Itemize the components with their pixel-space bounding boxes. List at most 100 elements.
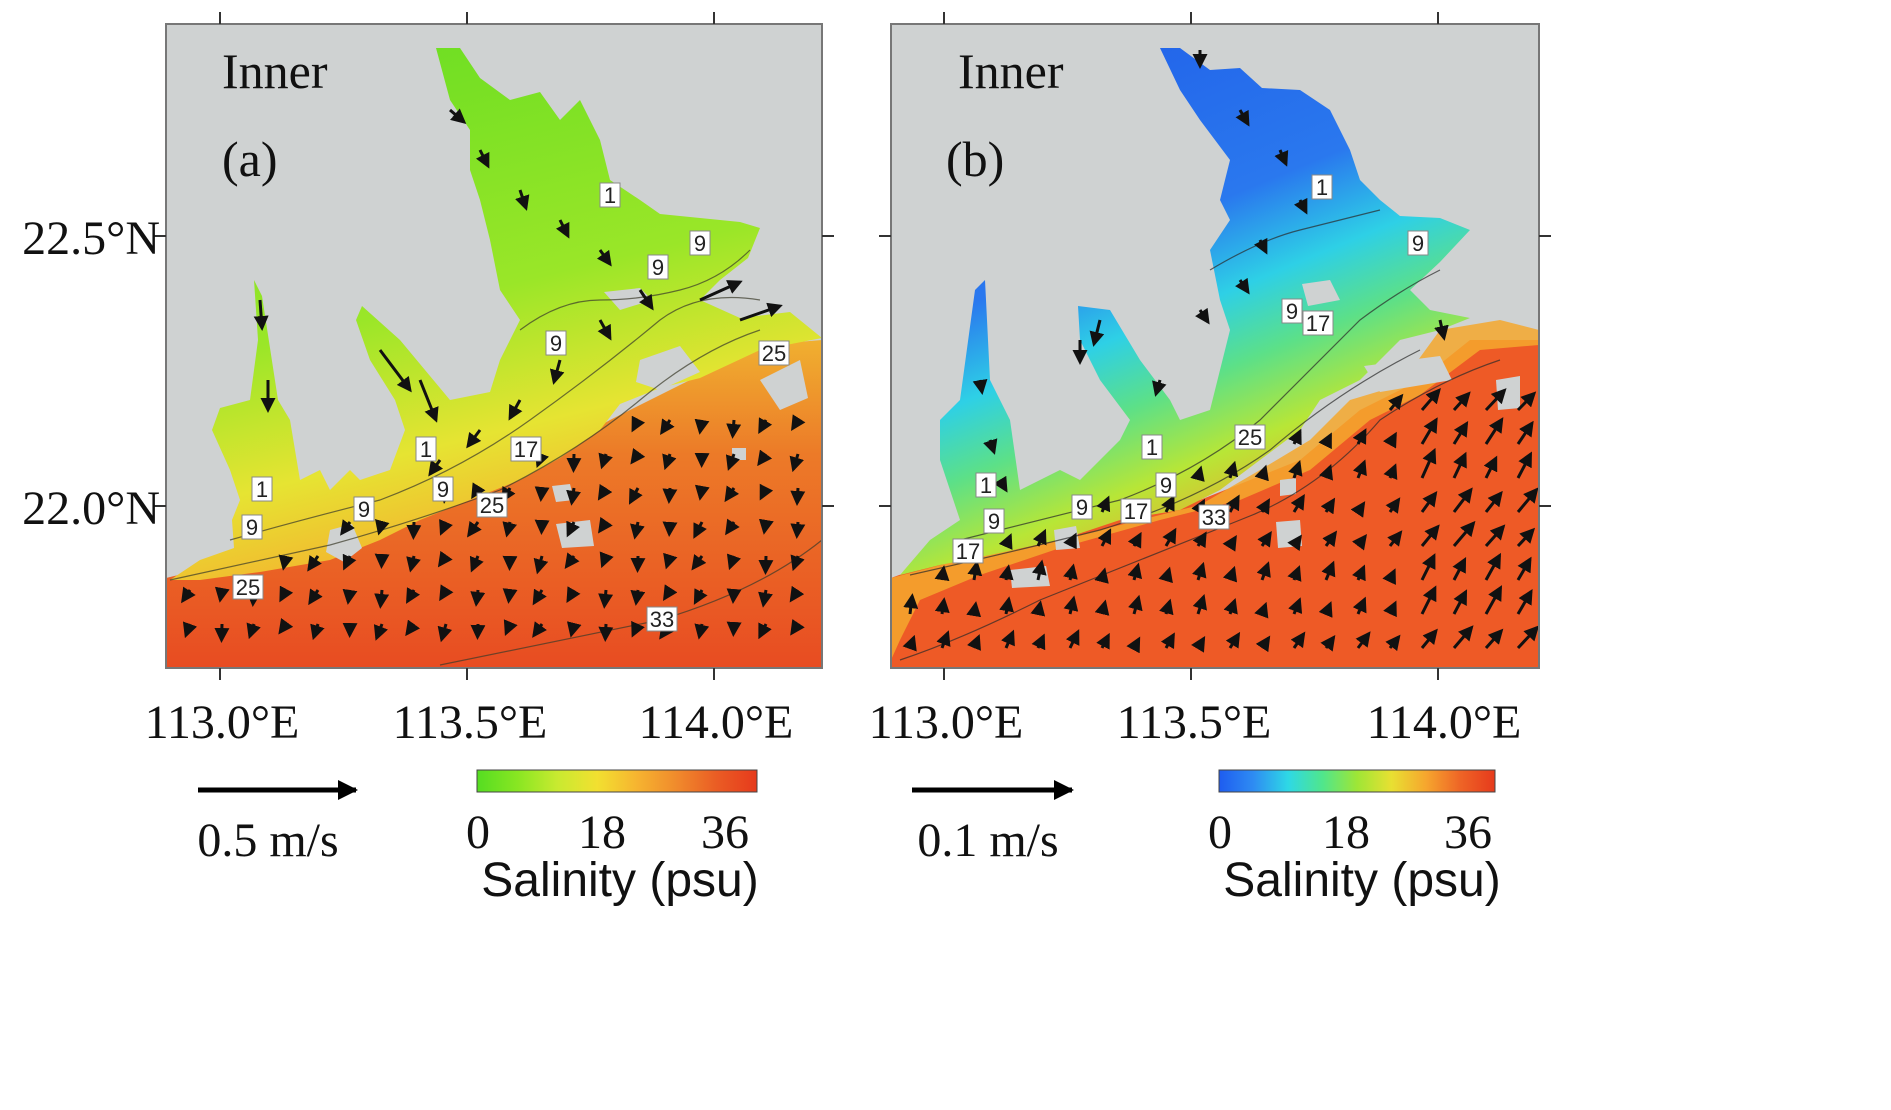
current-vector-arrow (983, 438, 998, 455)
current-vector-arrow (1089, 319, 1105, 347)
current-vector-arrow (1452, 625, 1474, 649)
contour-label-box (432, 476, 454, 502)
current-vector-arrow (998, 533, 1013, 550)
current-vector-arrow (378, 349, 412, 393)
current-vector-arrow (725, 518, 740, 536)
current-vector-arrow (406, 587, 420, 604)
current-vector-arrow (631, 415, 646, 433)
current-vector-arrow (1094, 599, 1110, 616)
current-vector-arrow (1484, 628, 1504, 649)
current-vector-arrow (1484, 490, 1503, 513)
current-vector-arrow (662, 521, 678, 537)
contour-label: 17 (956, 539, 980, 564)
contour-label: 25 (236, 575, 260, 600)
contour-label-box (241, 514, 263, 540)
current-vector-arrow (182, 621, 198, 639)
current-vector-arrow (1420, 553, 1436, 581)
current-vector-arrow (739, 302, 783, 322)
current-vector-arrow (405, 619, 421, 637)
current-vector-arrow (598, 623, 614, 642)
current-vector-arrow (278, 617, 294, 635)
current-vector-arrow (1127, 531, 1142, 549)
current-vector-arrow (508, 399, 523, 421)
current-vector-arrow (726, 588, 742, 604)
map-frame-a (165, 23, 823, 669)
current-vector-arrow (1195, 307, 1210, 325)
island-b-3 (1364, 356, 1452, 392)
current-vector-arrow (1254, 601, 1269, 619)
estuary-water-a (170, 48, 822, 580)
contour-label-box (545, 330, 567, 356)
current-vector-arrow (418, 379, 439, 423)
colorbar-title-b: Salinity (psu) (1223, 854, 1500, 907)
current-vector-arrow (759, 483, 774, 501)
contour-label: 1 (1316, 175, 1328, 200)
current-vector-arrow (1256, 561, 1271, 581)
current-vector-arrow (1516, 451, 1532, 479)
panel-label-b: (b) (946, 131, 1004, 187)
current-vector-arrow (726, 419, 742, 439)
current-vector-arrow (181, 586, 196, 604)
current-vector-arrow (1235, 109, 1250, 127)
current-vector-arrow (936, 630, 951, 649)
contour-label-box (510, 436, 542, 462)
current-vector-arrow (470, 589, 486, 607)
current-vector-arrow (662, 487, 678, 504)
current-vector-arrow (1160, 632, 1175, 650)
current-vector-arrow (790, 521, 806, 539)
current-vector-arrow (1383, 463, 1398, 480)
contour-label: 9 (1286, 299, 1298, 324)
current-vector-arrow (660, 418, 675, 436)
current-vector-arrow (1274, 149, 1289, 167)
colorbar-title-a: Salinity (psu) (481, 854, 758, 907)
contour-label-box (952, 538, 984, 564)
current-vector-arrow (1420, 388, 1441, 411)
current-vector-arrow (502, 588, 518, 604)
island-b-6 (1280, 478, 1296, 496)
current-vector-arrow (1382, 431, 1397, 449)
current-vector-arrow (1516, 527, 1536, 548)
current-vector-arrow (278, 554, 294, 571)
current-vector-arrow (279, 585, 294, 603)
contour-label-box (599, 182, 621, 208)
contour-label: 9 (246, 515, 258, 540)
island-b-4 (1496, 376, 1520, 410)
current-vector-arrow (638, 289, 654, 311)
lon-tick-label-a-0: 113.0°E (145, 696, 300, 749)
current-vector-arrow (466, 429, 482, 449)
current-vector-arrow (439, 584, 454, 602)
lon-tick-label-b-2: 114.0°E (1367, 696, 1522, 749)
current-vector-arrow (1352, 596, 1367, 615)
current-vector-arrow (630, 589, 646, 606)
current-vector-arrow (1484, 552, 1502, 581)
current-vector-arrow (1322, 530, 1338, 548)
current-vector-arrow (1452, 487, 1473, 513)
contour-label-box (1120, 498, 1152, 524)
lon-tick-label-b-1: 113.5°E (1117, 696, 1272, 749)
current-vector-arrow (1320, 635, 1336, 652)
current-vector-arrow (1222, 534, 1237, 552)
contour-label-box (1198, 504, 1230, 530)
current-vector-arrow (789, 585, 805, 603)
contour-label-box (1234, 424, 1266, 450)
current-vector-arrow (691, 554, 707, 571)
current-vector-arrow (406, 521, 422, 540)
current-vector-arrow (1223, 597, 1238, 615)
current-vector-arrow (1355, 631, 1371, 649)
current-vector-arrow (999, 596, 1014, 615)
current-vector-arrow (903, 593, 919, 615)
current-vector-arrow (726, 621, 742, 637)
contour-label-box (251, 476, 273, 502)
current-vector-arrow (1097, 528, 1112, 547)
contour-label: 1 (604, 183, 616, 208)
panel-label-a: (a) (222, 131, 278, 187)
contour-label: 9 (1076, 495, 1088, 520)
contour-label: 33 (650, 607, 674, 632)
current-vector-arrow (428, 459, 444, 477)
current-vector-arrow (789, 453, 805, 473)
contour-label-box (1302, 310, 1334, 336)
current-vector-arrow (1191, 635, 1206, 653)
